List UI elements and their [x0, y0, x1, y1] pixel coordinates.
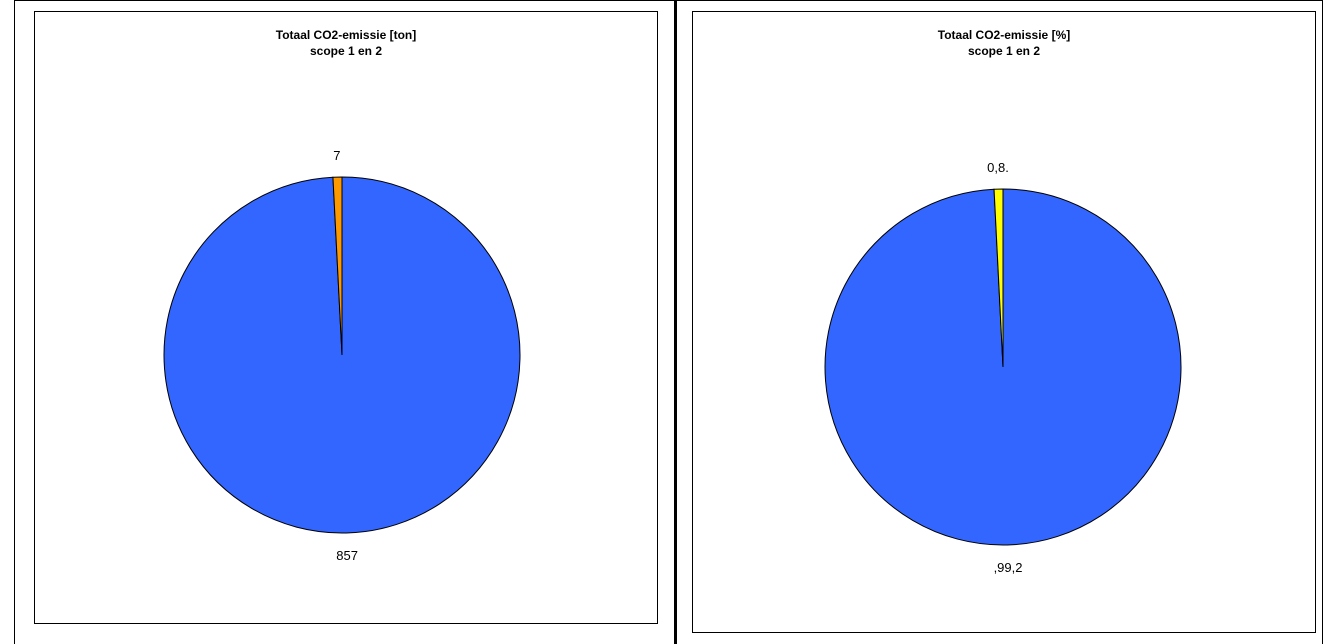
slice-label-0: 857 — [336, 548, 358, 563]
chart-title: Totaal CO2-emissie [ton] — [275, 28, 417, 42]
right-chart-cell: Totaal CO2-emissie [%] scope 1 en 2 ,99,… — [675, 0, 1323, 644]
slice-label-0: ,99,2 — [994, 560, 1023, 575]
pie-slice-1 — [332, 176, 343, 356]
co2-ton-chart: Totaal CO2-emissie [ton] scope 1 en 2 85… — [34, 11, 658, 624]
slice-label-1: 7 — [333, 148, 340, 163]
left-chart-cell: Totaal CO2-emissie [ton] scope 1 en 2 85… — [14, 0, 675, 644]
pie-slice-1 — [993, 188, 1004, 368]
pie-chart-ton: 857 7 — [163, 148, 521, 563]
chart-title-block: Totaal CO2-emissie [ton] scope 1 en 2 — [35, 27, 657, 59]
chart-title-block: Totaal CO2-emissie [%] scope 1 en 2 — [693, 27, 1315, 59]
pie-chart-percent: ,99,2 0,8. — [824, 160, 1182, 575]
chart-subtitle: scope 1 en 2 — [309, 44, 383, 58]
chart-title: Totaal CO2-emissie [%] — [937, 28, 1071, 42]
co2-percent-chart: Totaal CO2-emissie [%] scope 1 en 2 ,99,… — [692, 11, 1316, 633]
slice-label-1: 0,8. — [987, 160, 1009, 175]
chart-subtitle: scope 1 en 2 — [967, 44, 1041, 58]
